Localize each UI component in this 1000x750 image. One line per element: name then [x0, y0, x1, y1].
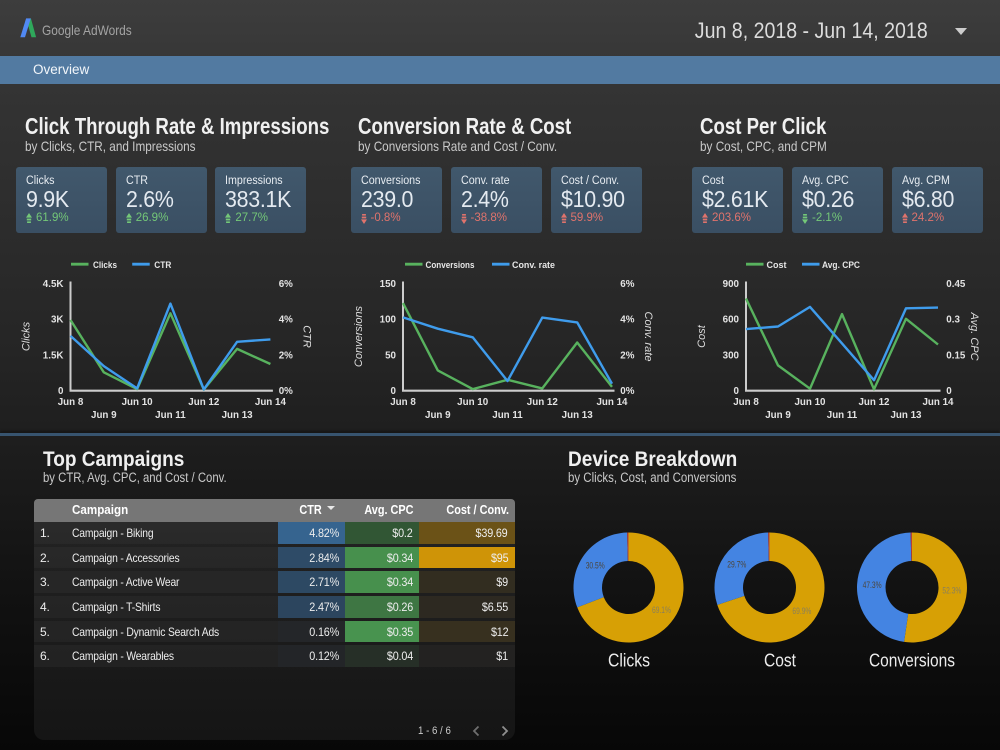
svg-text:1.5K: 1.5K	[43, 350, 64, 361]
svg-text:0.3: 0.3	[946, 315, 960, 326]
svg-text:Jun 14: Jun 14	[596, 397, 628, 408]
svg-text:2%: 2%	[279, 350, 293, 361]
svg-text:Avg. CPC: Avg. CPC	[822, 260, 860, 271]
svg-text:Jun 10: Jun 10	[794, 397, 826, 408]
svg-text:Clicks: Clicks	[21, 321, 33, 351]
svg-text:Jun 9: Jun 9	[765, 410, 791, 421]
svg-text:69.1%: 69.1%	[652, 605, 671, 615]
svg-text:0%: 0%	[620, 386, 634, 397]
svg-text:Jun 13: Jun 13	[890, 410, 922, 421]
svg-text:Jun 8: Jun 8	[733, 397, 759, 408]
svg-text:CTR: CTR	[154, 260, 171, 271]
svg-text:Conversions: Conversions	[869, 651, 955, 671]
svg-text:Cost: Cost	[696, 324, 708, 348]
svg-text:Conv. rate: Conv. rate	[642, 312, 654, 362]
svg-text:29.7%: 29.7%	[727, 560, 746, 570]
svg-text:Cost: Cost	[767, 260, 788, 271]
svg-text:0: 0	[391, 386, 397, 397]
svg-text:4%: 4%	[620, 315, 634, 326]
svg-text:Conv. rate: Conv. rate	[512, 260, 555, 271]
svg-text:52.3%: 52.3%	[942, 585, 961, 595]
svg-text:2%: 2%	[620, 350, 634, 361]
svg-text:150: 150	[380, 279, 397, 290]
svg-text:300: 300	[723, 350, 740, 361]
svg-text:Jun 11: Jun 11	[827, 410, 858, 421]
svg-text:30.5%: 30.5%	[586, 560, 605, 570]
svg-text:3K: 3K	[51, 315, 64, 326]
svg-text:Clicks: Clicks	[608, 651, 650, 671]
svg-text:Avg. CPC: Avg. CPC	[968, 311, 980, 360]
svg-text:6%: 6%	[279, 279, 293, 290]
svg-text:900: 900	[723, 279, 740, 290]
svg-text:50: 50	[385, 350, 396, 361]
svg-text:Conversions: Conversions	[353, 305, 365, 367]
svg-text:Clicks: Clicks	[93, 260, 117, 271]
svg-text:0: 0	[734, 386, 740, 397]
svg-text:4.5K: 4.5K	[43, 279, 64, 290]
svg-text:Jun 12: Jun 12	[527, 397, 559, 408]
svg-text:69.9%: 69.9%	[792, 606, 811, 616]
svg-text:Jun 8: Jun 8	[390, 397, 416, 408]
svg-text:Jun 13: Jun 13	[562, 410, 594, 421]
svg-text:Jun 12: Jun 12	[858, 397, 890, 408]
svg-text:Jun 12: Jun 12	[188, 397, 220, 408]
svg-text:Jun 10: Jun 10	[122, 397, 154, 408]
svg-text:0.15: 0.15	[946, 350, 966, 361]
svg-text:Conversions: Conversions	[426, 260, 475, 271]
svg-text:6%: 6%	[620, 279, 634, 290]
svg-text:100: 100	[380, 315, 397, 326]
svg-text:Jun 11: Jun 11	[492, 410, 523, 421]
svg-text:Cost: Cost	[764, 651, 796, 671]
svg-text:Jun 13: Jun 13	[222, 410, 254, 421]
svg-text:Jun 9: Jun 9	[91, 410, 117, 421]
svg-text:0: 0	[946, 386, 952, 397]
svg-text:4%: 4%	[279, 315, 293, 326]
svg-text:0.45: 0.45	[946, 279, 966, 290]
svg-text:Jun 8: Jun 8	[58, 397, 84, 408]
svg-text:Jun 14: Jun 14	[255, 397, 287, 408]
svg-text:CTR: CTR	[300, 325, 312, 348]
svg-text:0: 0	[58, 386, 64, 397]
svg-text:Jun 10: Jun 10	[457, 397, 489, 408]
svg-text:47.3%: 47.3%	[863, 580, 882, 590]
svg-text:600: 600	[723, 315, 740, 326]
svg-text:Jun 9: Jun 9	[425, 410, 451, 421]
svg-text:0%: 0%	[279, 386, 293, 397]
svg-text:Jun 11: Jun 11	[155, 410, 186, 421]
svg-text:Jun 14: Jun 14	[922, 397, 954, 408]
